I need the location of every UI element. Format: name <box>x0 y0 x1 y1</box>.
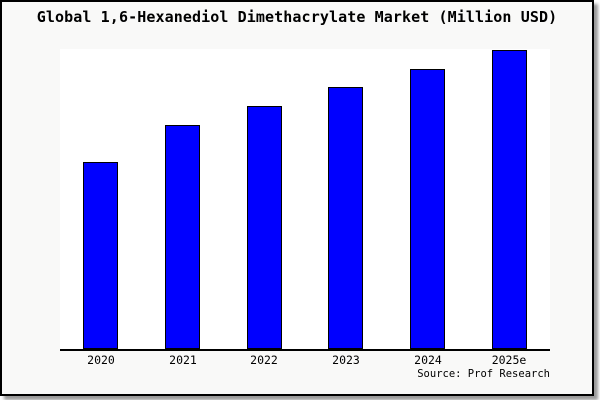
x-tick-label-2020: 2020 <box>87 353 115 367</box>
chart-title: Global 1,6-Hexanediol Dimethacrylate Mar… <box>36 8 558 26</box>
bar-2024 <box>410 69 445 349</box>
x-tick-label-2022: 2022 <box>250 353 278 367</box>
x-tick-label-2021: 2021 <box>169 353 197 367</box>
bar-2025e <box>492 50 527 349</box>
bar-2020 <box>83 162 118 349</box>
x-tick-label-2025e: 2025e <box>491 353 527 367</box>
x-axis-labels: 2020 2021 2022 2023 2024 2025e <box>60 353 550 369</box>
x-tick-label-2024: 2024 <box>414 353 442 367</box>
bar-2022 <box>247 106 282 349</box>
bar-2023 <box>328 87 363 349</box>
bar-2021 <box>165 125 200 349</box>
source-label: Source: Prof Research <box>417 368 550 380</box>
x-tick-label-2023: 2023 <box>332 353 360 367</box>
plot-area <box>60 49 550 351</box>
